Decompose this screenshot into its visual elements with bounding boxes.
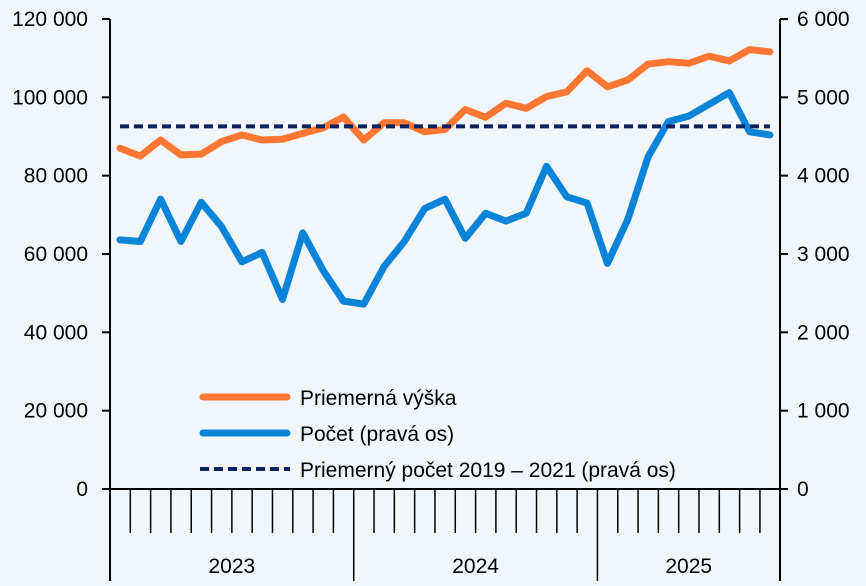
right-tick-label: 0 xyxy=(797,478,809,501)
left-tick-label: 120 000 xyxy=(12,8,88,31)
left-tick-label: 100 000 xyxy=(12,86,88,109)
right-tick-label: 6 000 xyxy=(797,8,850,31)
left-tick-label: 60 000 xyxy=(24,243,88,266)
right-tick-label: 5 000 xyxy=(797,86,850,109)
series-line-count xyxy=(116,89,774,308)
year-label: 2023 xyxy=(209,555,256,578)
left-tick-label: 40 000 xyxy=(24,321,88,344)
legend-item: Počet (pravá os) xyxy=(199,423,454,446)
series-line-average-height xyxy=(116,46,774,160)
left-tick-label: 0 xyxy=(76,478,88,501)
year-label: 2025 xyxy=(665,555,712,578)
legend-item: Priemerná výška xyxy=(199,387,457,410)
right-tick-label: 3 000 xyxy=(797,243,850,266)
legend-label: Priemerná výška xyxy=(300,387,457,410)
right-tick-label: 2 000 xyxy=(797,321,850,344)
left-tick-label: 20 000 xyxy=(24,400,88,423)
legend-label: Počet (pravá os) xyxy=(300,423,454,446)
left-tick-label: 80 000 xyxy=(24,165,88,188)
legend-label: Priemerný počet 2019 – 2021 (pravá os) xyxy=(300,459,676,482)
year-label: 2024 xyxy=(452,555,499,578)
legend-item: Priemerný počet 2019 – 2021 (pravá os) xyxy=(200,459,676,482)
right-tick-label: 4 000 xyxy=(797,165,850,188)
right-tick-label: 1 000 xyxy=(797,400,850,423)
